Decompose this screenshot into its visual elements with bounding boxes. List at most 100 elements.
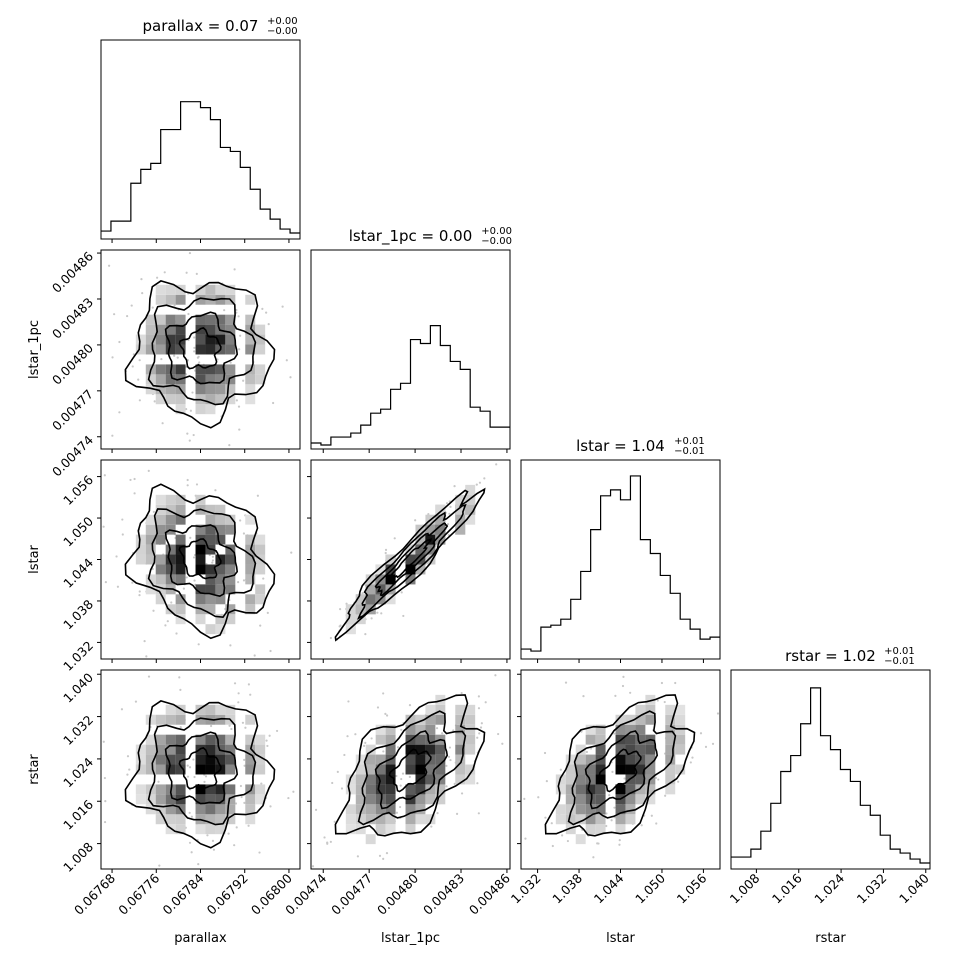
density-cell	[245, 794, 256, 805]
density-cell	[145, 764, 156, 775]
density-cell	[245, 394, 256, 405]
density-cell	[465, 714, 476, 725]
density-cell	[375, 564, 386, 575]
density-cell	[135, 754, 146, 765]
scatter-point	[478, 481, 482, 484]
density-cell	[435, 764, 446, 775]
density-cell	[175, 734, 186, 745]
scatter-point	[229, 644, 232, 647]
density-cell	[155, 564, 166, 575]
density-cell	[455, 774, 466, 785]
density-cell	[255, 764, 266, 775]
scatter-point	[333, 820, 336, 823]
density-cell	[625, 804, 636, 815]
scatter-point	[477, 707, 481, 710]
density-cell	[145, 754, 156, 765]
density-cell	[215, 284, 226, 295]
x-tick-label-lstar: 1.038	[549, 870, 585, 906]
title-lower-error-parallax: −0.00	[267, 26, 298, 37]
density-cell	[205, 754, 216, 765]
scatter-point	[103, 474, 106, 477]
scatter-point	[378, 854, 382, 857]
scatter-point	[384, 548, 388, 551]
density-cell	[175, 344, 186, 355]
scatter-point	[711, 742, 715, 745]
panel-frame	[730, 669, 931, 870]
y-tick-label-rstar: 1.016	[60, 797, 96, 833]
density-cell	[405, 574, 416, 585]
scatter-point	[356, 855, 359, 858]
density-cell	[415, 794, 426, 805]
scatter-point	[103, 776, 106, 780]
scatter-point	[138, 359, 141, 362]
density-cell	[355, 784, 366, 795]
density-cell	[215, 814, 226, 825]
density-cell	[345, 784, 356, 795]
density-cell	[175, 544, 186, 555]
density-cell	[155, 394, 166, 405]
density-cell	[615, 714, 626, 725]
density-cell	[215, 514, 226, 525]
scatter-point	[242, 532, 246, 535]
density-cell	[595, 724, 606, 735]
scatter-point	[347, 700, 350, 703]
density-cell	[455, 714, 466, 725]
x-tick-label-lstar_1pc: 0.00483	[420, 871, 467, 918]
density-cell	[145, 314, 156, 325]
density-cell	[385, 594, 396, 605]
density-cell	[365, 784, 376, 795]
histogram-step-rstar	[731, 687, 930, 864]
density-cell	[195, 544, 206, 555]
scatter-point	[121, 533, 124, 536]
x-tick-label-lstar: 1.056	[674, 870, 710, 906]
scatter-point	[382, 750, 385, 753]
scatter-point	[193, 336, 196, 339]
scatter-point	[287, 796, 290, 800]
density-cell	[165, 324, 176, 335]
density-cell	[465, 514, 476, 525]
x-tick-label-lstar: 1.044	[591, 870, 627, 906]
scatter-point	[185, 576, 188, 579]
density-cell	[385, 784, 396, 795]
density-cell	[465, 774, 476, 785]
density-cell	[165, 734, 176, 745]
density-cell	[465, 504, 476, 515]
density-cell	[225, 334, 236, 345]
density-cell	[145, 714, 156, 725]
scatter-point	[188, 841, 192, 844]
density-cell	[195, 314, 206, 325]
density-cell	[195, 824, 206, 835]
density-cell	[175, 534, 186, 545]
density-cell	[675, 764, 686, 775]
contour-line	[598, 748, 642, 793]
density-cell	[405, 554, 416, 565]
scatter-point	[235, 308, 238, 312]
density-cell	[615, 824, 626, 835]
scatter-point	[147, 469, 150, 472]
density-cell	[155, 364, 166, 375]
density-cell	[145, 794, 156, 805]
scatter-point	[385, 714, 389, 717]
density-cell	[165, 554, 176, 565]
scatter-point	[179, 725, 182, 729]
scatter-point	[605, 824, 608, 828]
scatter-point	[238, 348, 241, 351]
scatter-point	[289, 376, 292, 379]
scatter-point	[448, 512, 451, 515]
scatter-point	[147, 675, 151, 678]
density-cell	[415, 814, 426, 825]
density-cell	[135, 334, 146, 345]
density-cell	[175, 714, 186, 725]
scatter-point	[447, 755, 451, 758]
scatter-point	[237, 701, 240, 704]
density-cell	[385, 724, 396, 735]
density-cell	[255, 544, 266, 555]
density-cell	[435, 794, 446, 805]
scatter-point	[197, 643, 200, 646]
density-cell	[175, 744, 186, 755]
contour-line	[357, 710, 467, 826]
scatter-point	[614, 694, 617, 697]
y-tick-label-lstar_1pc: 0.00477	[49, 386, 96, 433]
scatter-point	[126, 773, 129, 776]
contour-panel-parallax-vs-lstar_1pc	[97, 249, 301, 453]
